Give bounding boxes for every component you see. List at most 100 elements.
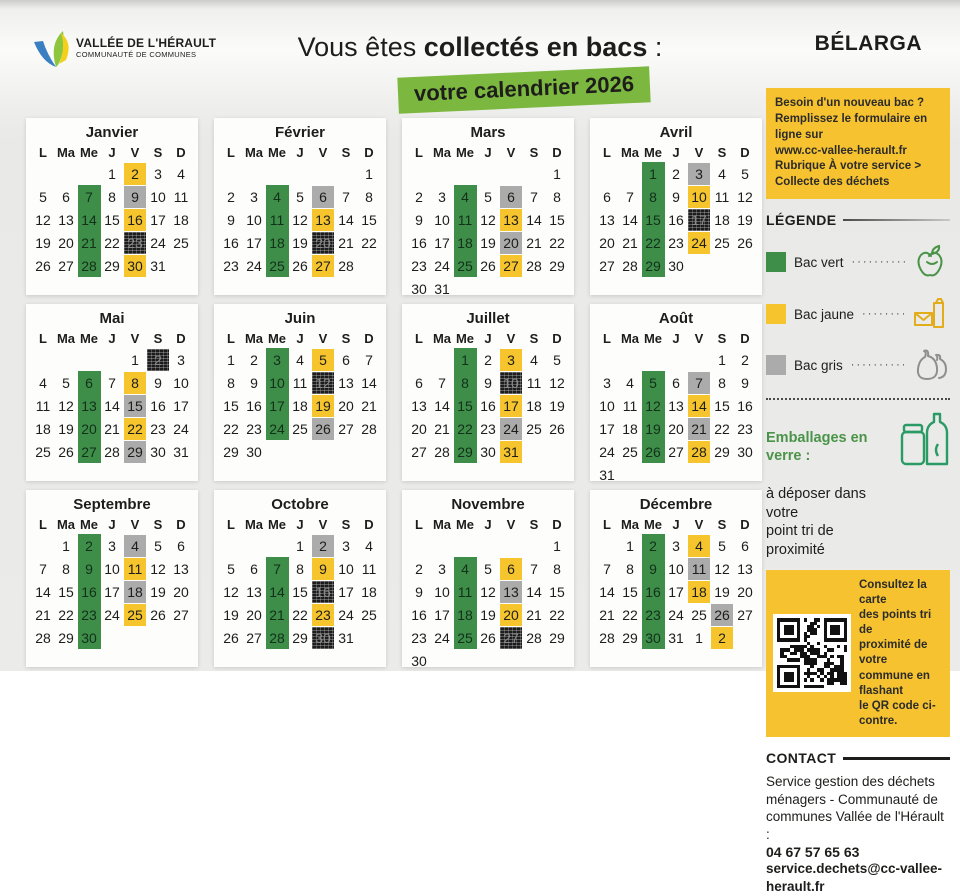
week-row: 8 9 10 11 12 13 14 bbox=[219, 371, 381, 394]
week-row: 5 6 7 8 9 10 11 bbox=[219, 557, 381, 580]
day-cell: 31 bbox=[434, 280, 450, 297]
day-cell bbox=[523, 440, 546, 463]
weekday-label: Ma bbox=[620, 145, 640, 160]
weekday-label: V bbox=[506, 145, 516, 160]
day-cell: 3 bbox=[250, 188, 258, 205]
week-row: 26 27 28 29 30 31 bbox=[219, 626, 381, 649]
day-cell: 13 bbox=[58, 211, 74, 228]
commune-name: BÉLARGA bbox=[814, 32, 922, 55]
day-cell: 3 bbox=[177, 351, 185, 368]
month-title: Juin bbox=[284, 310, 316, 327]
month-card-septembre: Septembre L Ma Me J V S D 1 2 3 4 5 6 7 8 9 10 11 12 13 14 15 1… bbox=[26, 490, 198, 667]
month-card-novembre: Novembre L Ma Me J V S D 1 2 3 4 5 6 7 8 9 10 11 12 13 14 15 16… bbox=[402, 490, 574, 669]
day-cell: 22 bbox=[361, 234, 377, 251]
month-card-mars: Mars L Ma Me J V S D 1 2 3 4 5 6 7 8 9 10 11 12 13 14 15 16 17 18… bbox=[402, 118, 574, 297]
day-cell: 2 bbox=[415, 560, 423, 577]
day-cell: 26 bbox=[150, 606, 166, 623]
weekday-header: L Ma Me J V S D bbox=[219, 516, 381, 534]
day-cell: 12 bbox=[150, 560, 166, 577]
day-cell: 10 bbox=[434, 583, 450, 600]
day-cell bbox=[431, 649, 454, 672]
weekday-label: J bbox=[672, 331, 680, 346]
day-cell: 11 bbox=[622, 397, 638, 414]
day-cell: 29 bbox=[622, 629, 638, 646]
day-cell: 3 bbox=[438, 188, 446, 205]
week-row: 20 21 22 23 24 25 26 bbox=[407, 417, 569, 440]
week-row: 13 14 15 16 17 18 19 bbox=[595, 208, 757, 231]
day-cell bbox=[500, 649, 523, 672]
day-cell: 24 bbox=[500, 417, 523, 440]
day-cell: 3 bbox=[108, 537, 116, 554]
sidebar: Besoin d'un nouveau bac ? Remplissez le … bbox=[766, 88, 950, 896]
day-cell: 23 bbox=[150, 420, 166, 437]
day-cell: 14 bbox=[622, 211, 638, 228]
weekday-label: D bbox=[740, 145, 750, 160]
week-row: 5 6 7 8 9 10 11 bbox=[31, 185, 193, 208]
day-cell: 9 bbox=[154, 374, 162, 391]
day-cell: 31 bbox=[500, 440, 523, 463]
week-row: 27 28 29 30 bbox=[595, 254, 757, 277]
day-cell: 21 bbox=[526, 606, 542, 623]
week-row: 21 22 23 24 25 26 27 bbox=[31, 603, 193, 626]
page-title-post: : bbox=[647, 32, 663, 62]
day-cell: 5 bbox=[484, 560, 492, 577]
day-cell: 1 bbox=[453, 348, 477, 371]
weekday-label: Ma bbox=[56, 145, 76, 160]
day-cell: 22 bbox=[124, 417, 147, 440]
day-cell: 11 bbox=[714, 188, 730, 205]
week-row: 30 31 bbox=[407, 277, 569, 300]
week-row: 7 8 9 10 11 12 13 bbox=[595, 557, 757, 580]
day-cell bbox=[734, 254, 757, 277]
day-cell: 9 bbox=[250, 374, 258, 391]
day-cell: 26 bbox=[58, 443, 74, 460]
weekday-label: J bbox=[108, 145, 116, 160]
week-row: 10 11 12 13 14 15 16 bbox=[595, 394, 757, 417]
day-cell: 1 bbox=[641, 162, 665, 185]
day-cell: 8 bbox=[62, 560, 70, 577]
day-cell: 3 bbox=[438, 560, 446, 577]
day-cell: 2 bbox=[484, 351, 492, 368]
day-cell: 30 bbox=[737, 443, 753, 460]
day-cell bbox=[358, 440, 381, 463]
day-cell: 21 bbox=[35, 606, 51, 623]
day-cell: 19 bbox=[292, 234, 308, 251]
weekday-label: V bbox=[318, 517, 328, 532]
week-row: 18 19 20 21 22 23 24 bbox=[31, 417, 193, 440]
day-cell: 19 bbox=[549, 397, 565, 414]
day-cell: 24 bbox=[434, 257, 450, 274]
day-cell: 21 bbox=[434, 420, 450, 437]
weekday-label: V bbox=[130, 517, 140, 532]
weekday-label: L bbox=[227, 145, 235, 160]
weekday-header: L Ma Me J V S D bbox=[31, 144, 193, 162]
day-cell: 23 bbox=[246, 420, 262, 437]
day-cell: 23 bbox=[312, 603, 335, 626]
day-cell bbox=[688, 348, 711, 371]
weekday-label: V bbox=[506, 331, 516, 346]
day-cell: 3 bbox=[688, 162, 711, 185]
day-cell: 28 bbox=[434, 443, 450, 460]
day-cell: 17 bbox=[246, 234, 262, 251]
day-cell: 5 bbox=[154, 537, 162, 554]
legend-item-bac-vert: Bac vert ················· bbox=[766, 243, 950, 281]
day-cell: 1 bbox=[695, 629, 703, 646]
day-cell: 20 bbox=[411, 420, 427, 437]
day-cell: 21 bbox=[622, 234, 638, 251]
day-cell: 4 bbox=[265, 185, 289, 208]
weekday-label: S bbox=[717, 145, 727, 160]
day-cell: 19 bbox=[737, 211, 753, 228]
week-row: 4 5 6 7 8 9 10 bbox=[31, 371, 193, 394]
weekday-label: Ma bbox=[432, 145, 452, 160]
day-cell bbox=[734, 626, 757, 649]
day-cell: 14 bbox=[35, 583, 51, 600]
legend-dots: ··············· bbox=[862, 308, 904, 321]
day-cell: 27 bbox=[411, 443, 427, 460]
contact-rule bbox=[843, 757, 950, 760]
day-cell: 21 bbox=[361, 397, 377, 414]
day-cell: 19 bbox=[150, 583, 166, 600]
day-cell: 21 bbox=[688, 417, 711, 440]
month-card-juin: Juin L Ma Me J V S D 1 2 3 4 5 6 7 8 9 10 11 12 13 14 15 16 17 18… bbox=[214, 304, 386, 481]
weekday-header: L Ma Me J V S D bbox=[595, 330, 757, 348]
day-cell bbox=[220, 162, 243, 185]
